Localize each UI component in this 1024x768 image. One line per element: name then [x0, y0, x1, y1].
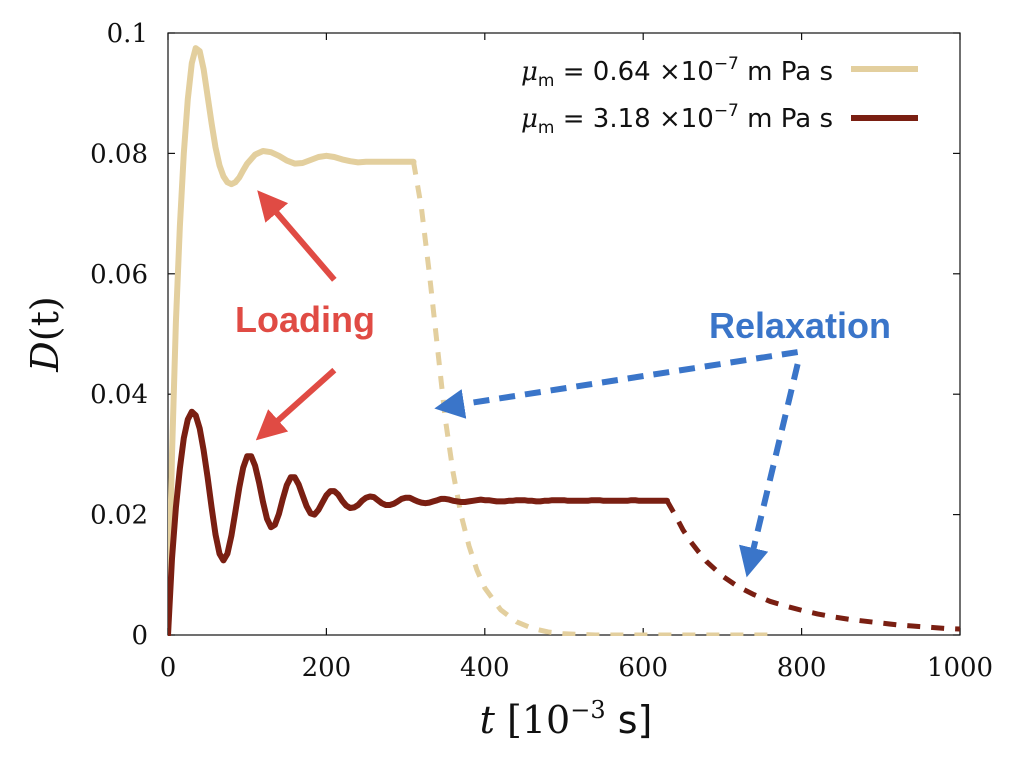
relaxation-arrow: [434, 349, 799, 419]
y-tick-label: 0.04: [90, 380, 148, 410]
legend-entry-1: μm = 3.18 ×10−7 m Pa s: [521, 101, 833, 138]
x-axis-title: t [10−3 s]: [480, 696, 653, 742]
loading-label: Loading: [235, 299, 375, 340]
y-tick-label: 0.08: [90, 139, 148, 169]
x-tick-label: 0: [160, 653, 177, 683]
series-1-relaxation-line: [664, 499, 961, 632]
x-tick-label: 600: [618, 653, 668, 683]
x-tick-label: 400: [460, 653, 510, 683]
y-tick-label: 0.1: [107, 19, 148, 49]
loading-arrow: [257, 190, 337, 282]
series-1-loading-line: [168, 408, 670, 636]
annotation-layer: Loading Relaxation: [235, 190, 891, 578]
x-tick-label: 1000: [927, 653, 993, 683]
legend: μm = 0.64 ×10−7 m Pa s μm = 3.18 ×10−7 m…: [521, 54, 918, 138]
x-tick-label: 800: [777, 653, 827, 683]
y-axis-title: D(t): [23, 296, 67, 372]
y-tick-label: 0: [131, 621, 148, 651]
y-tick-label: 0.06: [90, 260, 148, 290]
series-0-loading-line: [168, 45, 417, 636]
legend-entry-0: μm = 0.64 ×10−7 m Pa s: [521, 54, 833, 91]
relaxation-label: Relaxation: [709, 305, 891, 346]
relaxation-arrow: [739, 363, 801, 578]
loading-arrow: [255, 367, 337, 441]
series-0-relaxation-line: [411, 161, 770, 636]
x-tick-label: 200: [302, 653, 352, 683]
axis-ticks: 0 200 400 600 800 1000 0 0.02 0.04 0.06 0.08 0.1: [90, 19, 993, 683]
series-layer: [168, 45, 961, 636]
y-tick-label: 0.02: [90, 501, 148, 531]
